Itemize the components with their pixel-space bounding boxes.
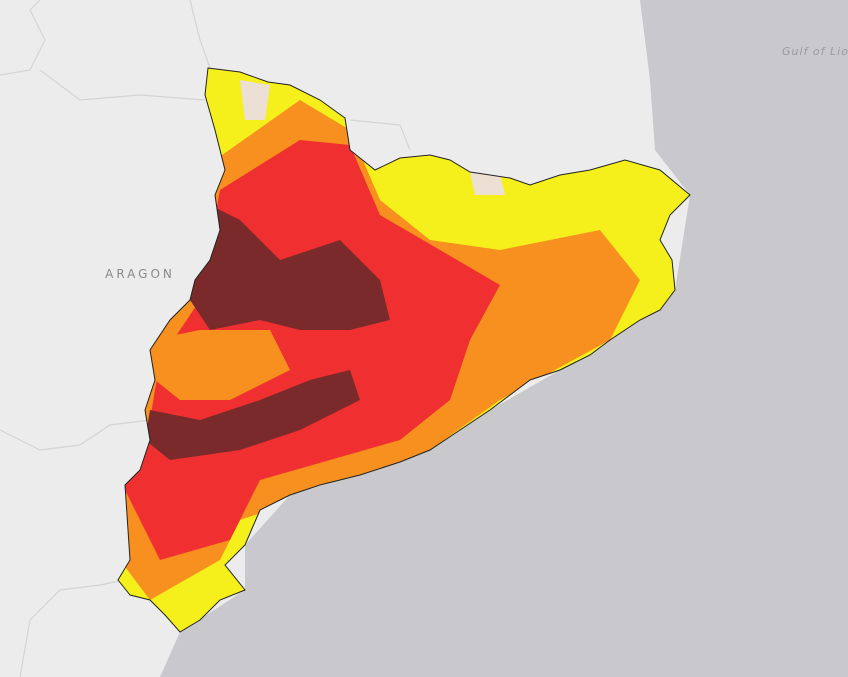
catalonia-outline [117,67,691,633]
risk-very-high [145,370,360,460]
risk-moderate [150,330,290,400]
admin-borders [0,0,411,677]
sea [160,0,848,677]
risk-low [210,68,240,110]
no-data [240,80,270,120]
sea-label: Gulf of Lion [782,45,848,58]
region-label: ARAGON [105,267,175,281]
no-data [470,172,505,195]
risk-very-high [190,200,390,330]
